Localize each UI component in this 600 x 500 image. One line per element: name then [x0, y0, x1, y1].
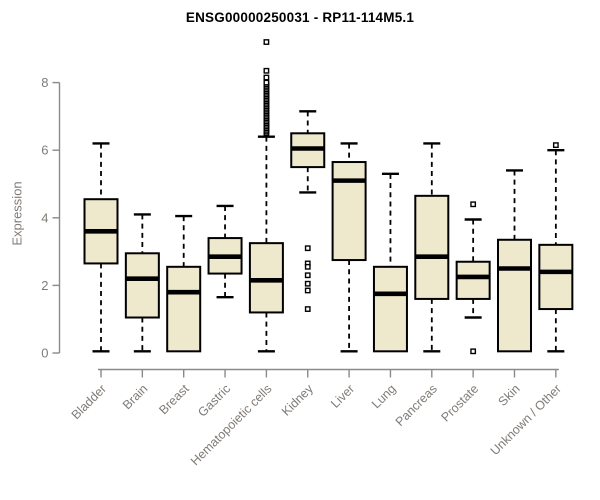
- outlier-kidney-5: [304, 287, 311, 294]
- x-tick-label-brain: Brain: [120, 382, 151, 413]
- box-lung: [372, 265, 408, 353]
- outlier-kidney-6: [304, 306, 311, 312]
- y-tick-label-2: 2: [41, 278, 48, 293]
- box-hematopoietic-cells: [248, 242, 284, 314]
- x-tick-label-liver: Liver: [328, 382, 357, 411]
- x-tick-label-pancreas: Pancreas: [393, 382, 440, 429]
- box-breast: [166, 265, 202, 353]
- box-prostate: [455, 260, 491, 300]
- outlier-prostate-0: [470, 201, 477, 208]
- outlier-kidney-2: [304, 263, 311, 270]
- box-skin: [497, 238, 532, 353]
- outlier-hematopoietic-cells-32: [263, 67, 270, 74]
- x-tick-label-gastric: Gastric: [195, 382, 233, 420]
- outlier-kidney-4: [304, 280, 311, 287]
- outlier-hematopoietic-cells-30: [263, 79, 270, 86]
- outlier-unknown-other-0: [552, 142, 559, 149]
- y-tick-label-4: 4: [41, 210, 48, 225]
- chart-title: ENSG00000250031 - RP11-114M5.1: [185, 10, 415, 25]
- outlier-kidney-3: [304, 272, 311, 279]
- x-tick-label-skin: Skin: [496, 382, 523, 409]
- y-tick-label-0: 0: [41, 346, 48, 361]
- x-tick-label-hematopoietic-cells: Hematopoietic cells: [188, 382, 275, 469]
- box-pancreas: [414, 194, 450, 300]
- y-tick-label-8: 8: [41, 75, 48, 90]
- outlier-prostate-1: [470, 348, 477, 355]
- box-liver: [331, 161, 367, 262]
- x-tick-label-unknown-other: Unknown / Other: [488, 382, 564, 458]
- x-tick-label-breast: Breast: [156, 381, 192, 417]
- box-unknown-other: [538, 243, 574, 311]
- x-tick-label-bladder: Bladder: [69, 382, 109, 422]
- x-tick-label-lung: Lung: [369, 382, 399, 412]
- x-tick-label-prostate: Prostate: [438, 382, 481, 425]
- box-brain: [124, 252, 160, 319]
- outlier-hematopoietic-cells-33: [263, 39, 270, 45]
- outlier-hematopoietic-cells-31: [263, 74, 270, 81]
- y-tick-label-6: 6: [41, 143, 48, 158]
- x-tick-label-kidney: Kidney: [279, 381, 316, 418]
- outlier-kidney-0: [304, 245, 311, 252]
